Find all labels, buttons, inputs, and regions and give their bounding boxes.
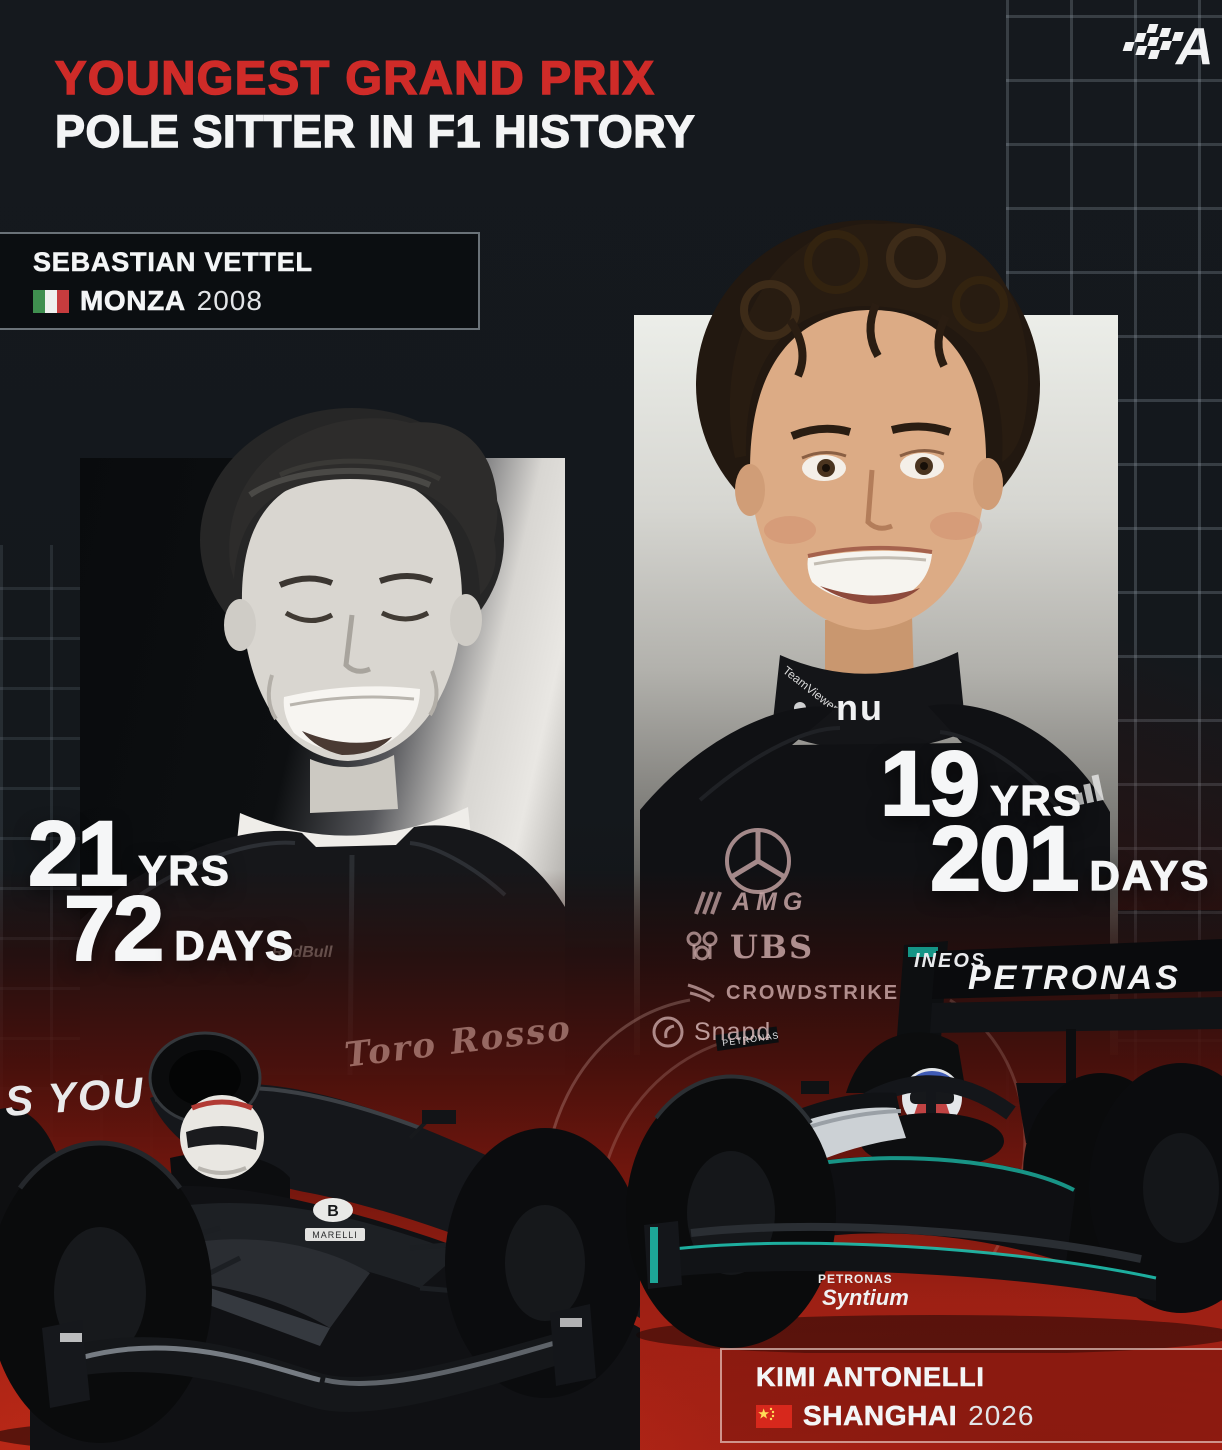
autosport-logo-letter: A [1174,18,1210,76]
car-engine-cover-text: S YOU [3,1068,146,1125]
china-flag-icon [756,1404,792,1428]
antonelli-name-card: KIMI ANTONELLI SHANGHAI 2026 [720,1348,1222,1443]
antonelli-age-stats: 19 YRS 201 DAYS [879,737,1211,910]
antonelli-days-unit: DAYS [1089,851,1211,899]
nu-collar-logo: nu [836,687,884,728]
snapdragon-text: Snapd [694,1017,772,1046]
vettel-age-stats: 21 YRS 72 DAYS [27,807,296,980]
vettel-year: 2008 [196,285,263,316]
vettel-days-unit: DAYS [174,921,296,969]
bridgestone-badge: B [327,1203,339,1220]
ubs-logo: UBS [684,928,814,966]
vettel-name-card: SEBASTIAN VETTEL MONZA 2008 [0,232,480,330]
amg-logo: AMG [688,888,808,917]
mercedes-star-logo [723,826,793,896]
antonelli-name: KIMI ANTONELLI [756,1362,985,1393]
vettel-days-number: 72 [63,877,165,980]
snapdragon-logo: Snapd [652,1016,771,1048]
toro-rosso-car: S YOU B MARELLI [0,1031,640,1450]
petronas-rear-wing-text: PETRONAS [968,959,1181,997]
antonelli-venue: SHANGHAI [803,1400,958,1432]
petronas-front-wing-text: PETRONAS [818,1272,893,1286]
page-title: YOUNGEST GRAND PRIX POLE SITTER IN F1 HI… [54,51,696,157]
ubs-text: UBS [730,928,815,966]
vettel-name: SEBASTIAN VETTEL [33,247,313,278]
title-line-1: YOUNGEST GRAND PRIX [54,51,656,104]
antonelli-year: 2026 [968,1400,1035,1431]
antonelli-days-number: 201 [929,807,1080,910]
autosport-logo: A [1122,18,1210,76]
vettel-venue: MONZA [80,285,186,317]
crowdstrike-logo: CROWDSTRIKE [686,982,899,1005]
title-line-2: POLE SITTER IN F1 HISTORY [54,105,696,157]
italy-flag-icon [33,289,69,313]
amg-text: AMG [732,888,809,916]
crowdstrike-text: CROWDSTRIKE [726,982,900,1004]
syntium-front-wing-text: Syntium [822,1285,909,1310]
marelli-nose-text: MARELLI [312,1230,358,1240]
